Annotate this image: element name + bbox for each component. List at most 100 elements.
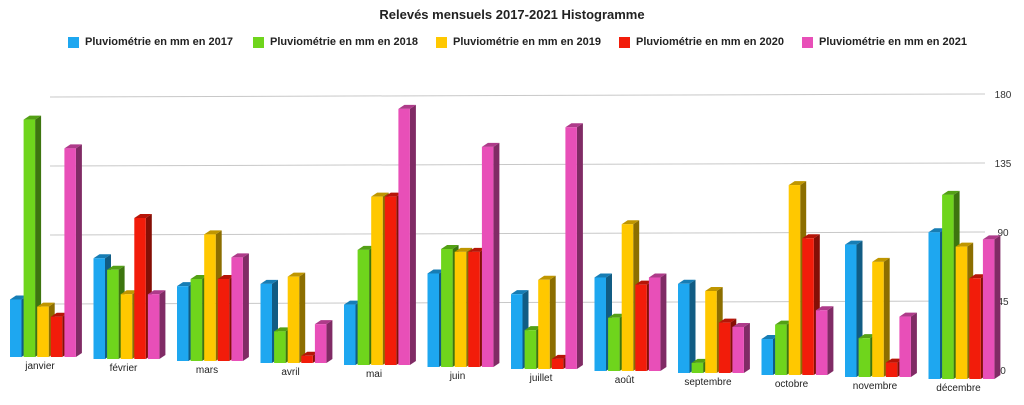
bar-0-0 bbox=[10, 299, 22, 357]
bar-top-1-4 bbox=[147, 290, 166, 295]
gridline-180 bbox=[49, 93, 986, 98]
bar-11-3 bbox=[969, 278, 981, 379]
bar-top-10-0 bbox=[845, 240, 863, 245]
bar-6-0 bbox=[511, 294, 523, 369]
bar-side-1-4 bbox=[159, 290, 166, 359]
y-tick-45: 45 bbox=[997, 297, 1009, 308]
x-tick-9: octobre bbox=[775, 379, 809, 390]
bar-7-2 bbox=[621, 224, 634, 371]
bar-top-11-3 bbox=[969, 274, 987, 279]
bar-9-4 bbox=[815, 310, 828, 375]
bar-top-7-2 bbox=[621, 220, 640, 225]
bar-top-2-4 bbox=[231, 253, 249, 258]
bar-top-3-0 bbox=[260, 279, 278, 284]
bar-10-3 bbox=[885, 362, 898, 377]
bar-4-2 bbox=[371, 196, 383, 365]
bar-top-9-3 bbox=[802, 234, 820, 239]
bar-top-7-3 bbox=[635, 280, 653, 285]
bar-1-4 bbox=[147, 294, 160, 359]
bar-top-10-4 bbox=[899, 312, 917, 317]
bar-top-9-1 bbox=[775, 320, 793, 325]
bar-top-8-4 bbox=[732, 322, 750, 327]
bar-7-0 bbox=[594, 277, 606, 371]
bar-top-6-4 bbox=[565, 123, 583, 128]
bar-top-11-0 bbox=[928, 228, 946, 233]
x-tick-6: juillet bbox=[529, 373, 553, 384]
legend-swatch-2021 bbox=[802, 36, 813, 48]
x-tick-11: décembre bbox=[936, 383, 981, 394]
bar-2-0 bbox=[177, 286, 189, 361]
bar-10-2 bbox=[872, 261, 884, 377]
legend-label-2017: Pluviométrie en mm en 2017 bbox=[85, 36, 233, 48]
legend-swatch-2019 bbox=[436, 36, 447, 48]
bar-top-2-3 bbox=[217, 274, 236, 279]
bar-top-6-0 bbox=[511, 290, 529, 295]
legend-label-2019: Pluviométrie en mm en 2019 bbox=[453, 36, 601, 48]
legend-label-2020: Pluviométrie en mm en 2020 bbox=[636, 36, 784, 48]
bar-9-1 bbox=[775, 324, 787, 375]
bar-4-4 bbox=[398, 108, 410, 365]
bar-top-1-3 bbox=[134, 213, 152, 218]
bar-9-2 bbox=[788, 185, 801, 375]
gridline-135 bbox=[49, 162, 986, 167]
bar-side-3-2 bbox=[299, 272, 306, 363]
bar-top-8-0 bbox=[678, 279, 696, 284]
bar-8-2 bbox=[705, 290, 717, 373]
bar-3-3 bbox=[301, 355, 313, 363]
x-tick-3: avril bbox=[281, 367, 299, 378]
bar-side-11-4 bbox=[994, 235, 1001, 379]
y-tick-180: 180 bbox=[995, 90, 1012, 101]
bar-top-4-3 bbox=[384, 192, 403, 197]
bar-top-7-4 bbox=[648, 273, 667, 278]
bar-5-2 bbox=[454, 251, 467, 367]
bar-top-10-1 bbox=[858, 334, 877, 339]
bar-7-4 bbox=[648, 277, 661, 371]
legend-swatch-2017 bbox=[68, 36, 79, 48]
bar-top-5-0 bbox=[427, 269, 445, 274]
bar-6-1 bbox=[524, 330, 537, 369]
bar-8-1 bbox=[691, 362, 704, 373]
bar-top-5-2 bbox=[454, 247, 473, 252]
bar-top-7-0 bbox=[594, 273, 612, 278]
bar-side-10-2 bbox=[883, 257, 890, 377]
legend-swatch-2020 bbox=[619, 36, 630, 48]
bar-side-10-4 bbox=[910, 312, 917, 377]
bar-top-9-2 bbox=[788, 181, 807, 186]
bar-7-1 bbox=[608, 317, 620, 371]
bar-side-3-4 bbox=[326, 320, 333, 363]
bar-top-8-3 bbox=[718, 318, 737, 323]
bar-top-6-1 bbox=[524, 326, 543, 331]
bar-top-11-2 bbox=[955, 242, 974, 247]
legend-label-2018: Pluviométrie en mm en 2018 bbox=[270, 36, 418, 48]
legend-swatch-2018 bbox=[253, 36, 264, 48]
x-tick-7: août bbox=[615, 375, 635, 386]
bar-top-10-2 bbox=[872, 257, 890, 262]
bar-top-8-1 bbox=[691, 358, 710, 363]
bar-5-3 bbox=[468, 251, 480, 367]
bar-top-0-2 bbox=[37, 302, 55, 307]
bar-8-3 bbox=[718, 322, 731, 373]
bar-2-3 bbox=[217, 278, 230, 361]
bar-1-2 bbox=[120, 294, 133, 359]
bar-top-5-3 bbox=[468, 247, 486, 252]
bar-3-2 bbox=[287, 276, 300, 363]
bar-side-9-4 bbox=[827, 306, 834, 375]
legend-item-2018: Pluviométrie en mm en 2018 bbox=[253, 36, 418, 48]
bar-6-2 bbox=[538, 279, 550, 369]
legend-item-2020: Pluviométrie en mm en 2020 bbox=[619, 36, 784, 48]
bar-0-4 bbox=[64, 148, 76, 357]
bar-6-4 bbox=[565, 127, 577, 370]
bar-top-11-4 bbox=[982, 235, 1001, 240]
x-tick-0: janvier bbox=[24, 361, 55, 372]
bar-3-4 bbox=[314, 324, 327, 363]
bar-3-1 bbox=[274, 331, 286, 363]
bar-top-4-0 bbox=[344, 300, 362, 305]
bar-side-5-4 bbox=[493, 142, 500, 367]
bar-8-4 bbox=[732, 326, 744, 373]
bar-top-5-4 bbox=[481, 142, 500, 147]
bar-side-7-4 bbox=[660, 273, 667, 371]
bar-11-0 bbox=[928, 232, 940, 379]
bar-1-3 bbox=[134, 217, 146, 359]
